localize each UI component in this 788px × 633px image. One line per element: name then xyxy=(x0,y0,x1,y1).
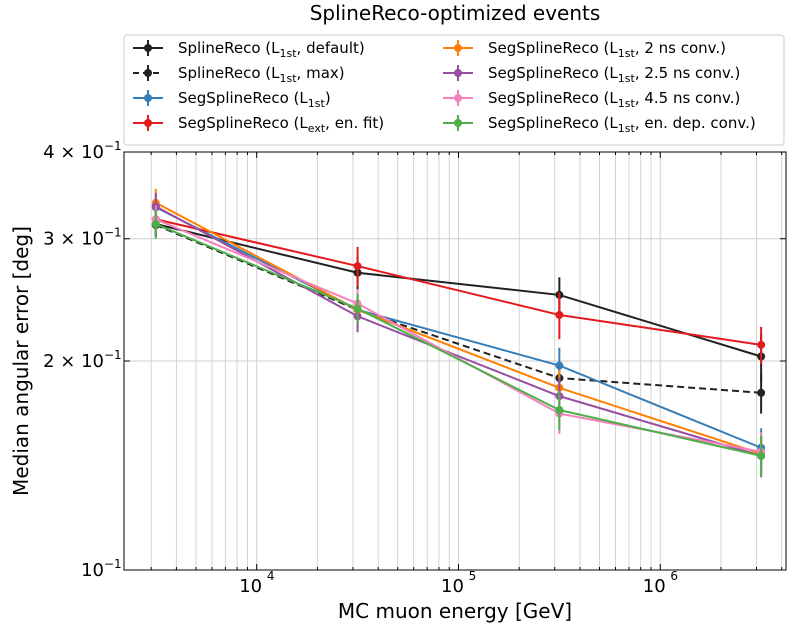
y-tick-label: 4 × 10 xyxy=(43,142,104,163)
legend-marker xyxy=(454,44,462,52)
series-layer xyxy=(151,188,766,478)
series-group xyxy=(151,210,766,478)
legend-item: SegSplineReco (L1st, 2 ns conv.) xyxy=(443,39,726,60)
y-tick-label: 10 xyxy=(81,560,104,581)
y-tick-label: 2 × 10 xyxy=(43,351,104,372)
x-tick-exponent: 4 xyxy=(267,569,275,583)
legend-item: SegSplineReco (L1st, 2.5 ns conv.) xyxy=(443,64,740,85)
plot-frame xyxy=(123,151,787,571)
legend-item: SplineReco (L1st, default) xyxy=(133,39,365,60)
legend-marker xyxy=(454,69,462,77)
legend-item: SplineReco (L1st, max) xyxy=(133,64,345,85)
legend-label: SplineReco (L1st, max) xyxy=(178,64,345,85)
series-line xyxy=(155,201,762,455)
x-tick-exponent: 6 xyxy=(670,569,678,583)
legend-item: SegSplineReco (L1st, en. dep. conv.) xyxy=(443,114,756,135)
y-tick-exponent: −1 xyxy=(104,226,122,240)
data-point xyxy=(757,388,766,397)
y-tick-exponent: −1 xyxy=(104,139,122,153)
series-line xyxy=(155,223,762,457)
data-point xyxy=(555,310,564,319)
x-axis-label: MC muon energy [GeV] xyxy=(338,599,572,623)
legend-marker xyxy=(144,69,152,77)
legend-marker xyxy=(144,44,152,52)
data-point xyxy=(151,220,160,229)
legend-label: SegSplineReco (Lext, en. fit) xyxy=(178,114,384,135)
legend-marker xyxy=(144,94,152,102)
legend-frame xyxy=(123,34,785,146)
legend-item: SegSplineReco (L1st, 4.5 ns conv.) xyxy=(443,89,740,110)
data-point xyxy=(555,406,564,415)
legend-label: SegSplineReco (L1st, 2.5 ns conv.) xyxy=(488,64,740,85)
legend-label: SegSplineReco (L1st, 2 ns conv.) xyxy=(488,39,726,60)
series-line xyxy=(155,206,762,449)
y-tick-exponent: −1 xyxy=(104,348,122,362)
y-tick-label: 3 × 10 xyxy=(43,229,104,250)
series-line xyxy=(155,224,762,394)
legend-label: SplineReco (L1st, default) xyxy=(178,39,365,60)
chart-title: SplineReco-optimized events xyxy=(310,1,601,25)
x-tick-label: 10 xyxy=(239,576,262,597)
legend-marker xyxy=(454,119,462,127)
series-line xyxy=(155,223,762,358)
legend-item: SegSplineReco (Lext, en. fit) xyxy=(133,114,384,135)
y-tick-labels: 10 −12 × 10 −13 × 10 −14 × 10 −1 xyxy=(43,139,122,581)
legend-item: SegSplineReco (L1st) xyxy=(133,89,331,110)
data-point xyxy=(757,451,766,460)
x-tick-labels: 10 4 10 5 10 6 xyxy=(239,569,678,597)
legend-label: SegSplineReco (L1st, en. dep. conv.) xyxy=(488,114,756,135)
data-point xyxy=(353,262,362,271)
y-tick-exponent: −1 xyxy=(104,557,122,571)
x-tick-label: 10 xyxy=(643,576,666,597)
legend-label: SegSplineReco (L1st) xyxy=(178,89,331,110)
legend-marker xyxy=(454,94,462,102)
legend: SplineReco (L1st, default) SplineReco (L1… xyxy=(133,39,756,135)
x-tick-label: 10 xyxy=(441,576,464,597)
x-tick-exponent: 5 xyxy=(469,569,477,583)
data-point xyxy=(555,361,564,370)
legend-marker xyxy=(144,119,152,127)
data-point xyxy=(757,340,766,349)
data-point xyxy=(353,304,362,313)
series-line xyxy=(155,218,762,346)
y-axis-label: Median angular error [deg] xyxy=(9,226,33,496)
legend-label: SegSplineReco (L1st, 4.5 ns conv.) xyxy=(488,89,740,110)
